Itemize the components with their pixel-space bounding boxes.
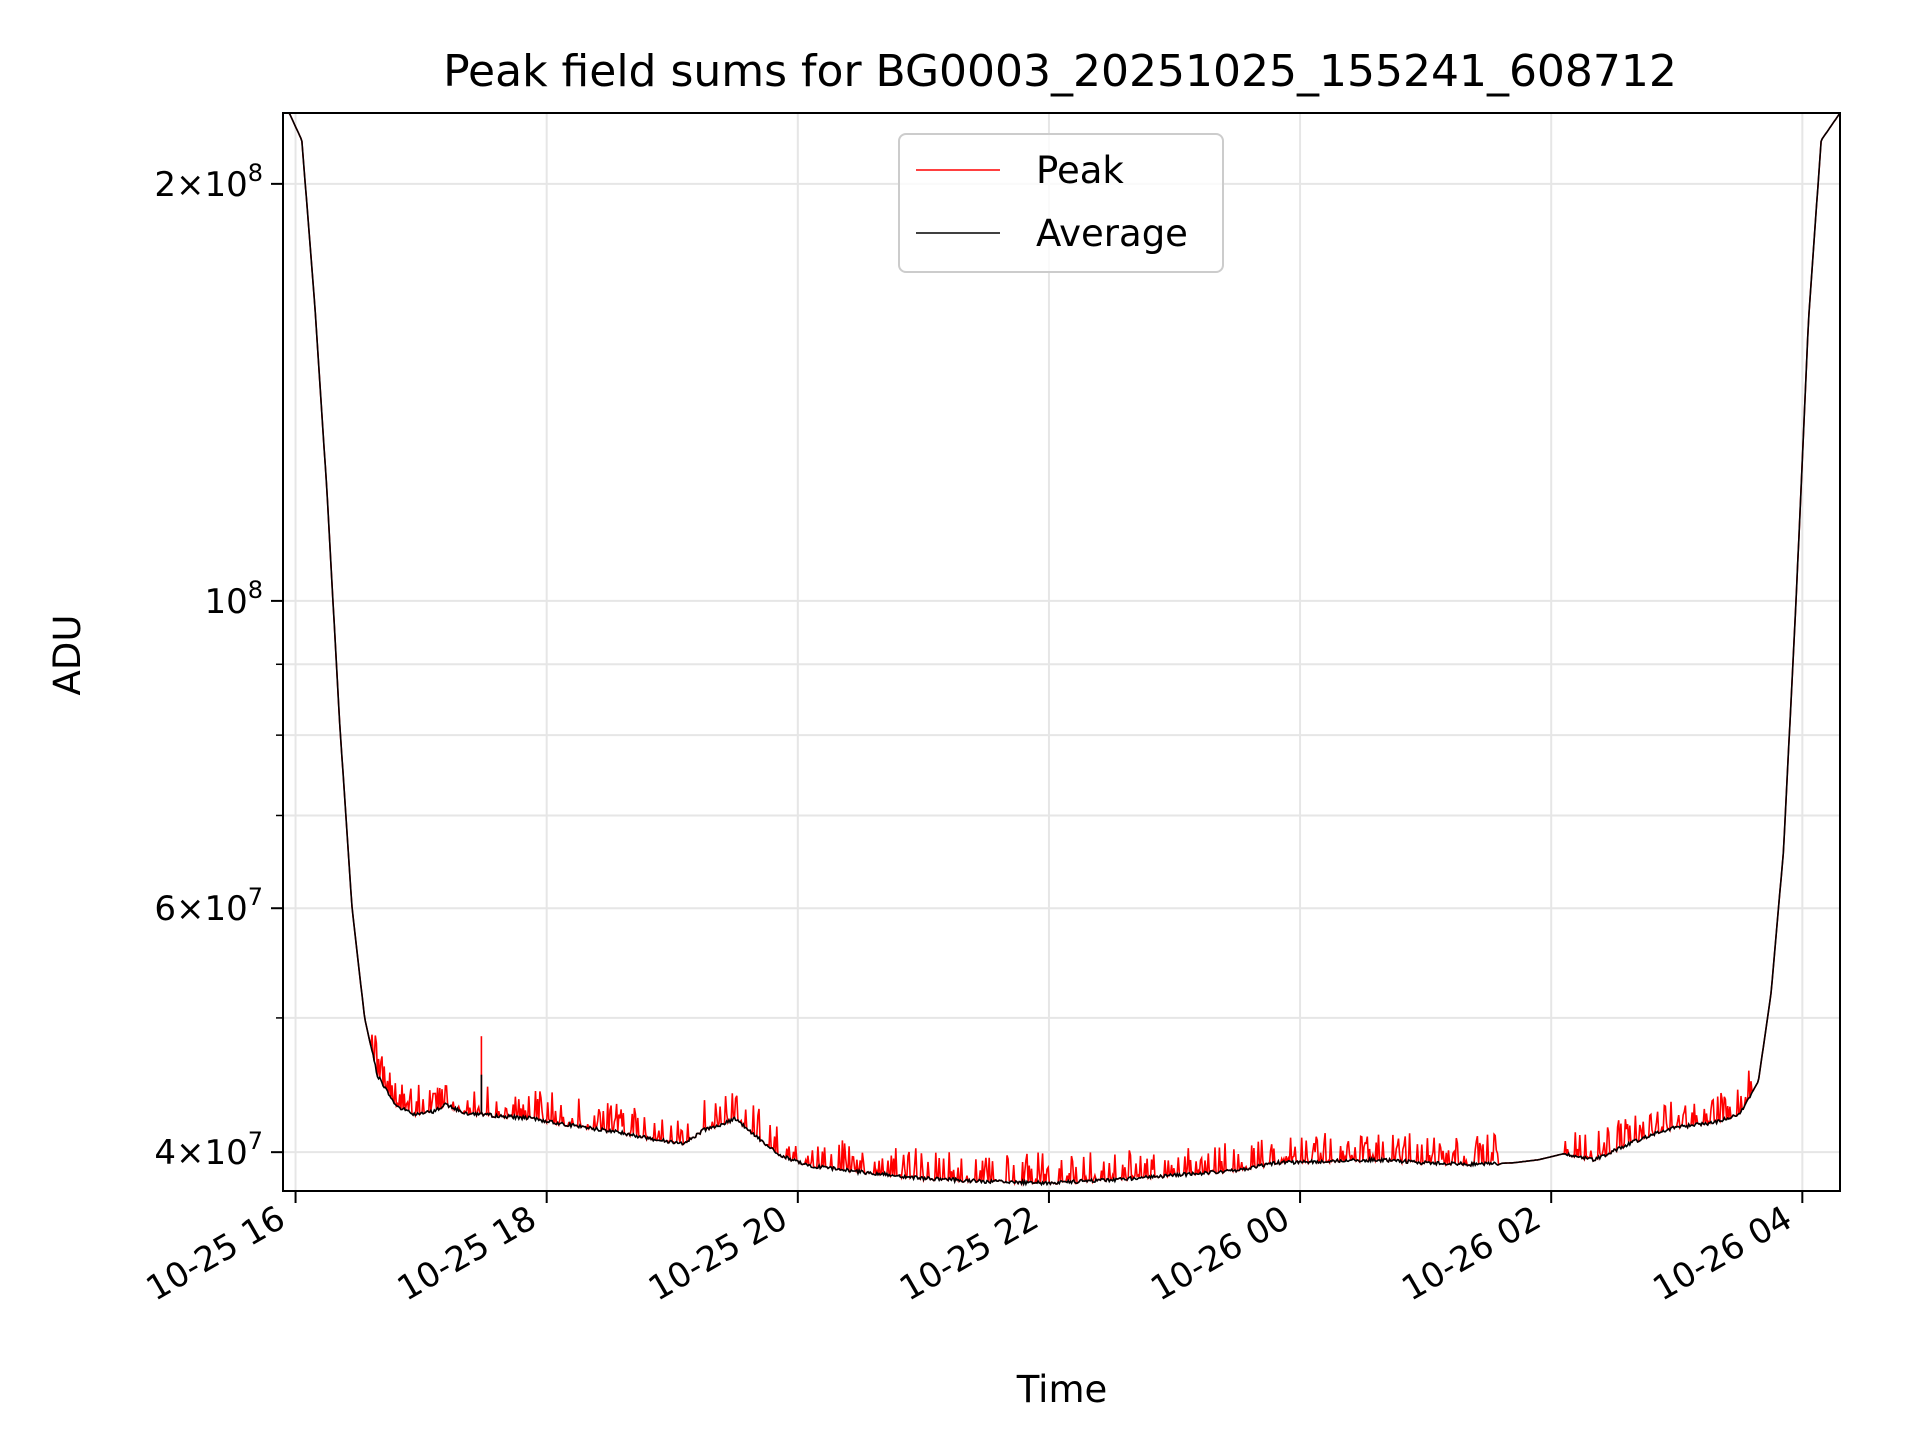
average-series-line — [283, 113, 1840, 1187]
x-axis-label: Time — [1016, 1368, 1108, 1411]
y-axis-label: ADU — [46, 615, 89, 696]
plot-frame — [282, 112, 1841, 1192]
y-tick-label: 4×107 — [154, 1127, 263, 1173]
chart-title: Peak field sums for BG0003_20251025_1552… — [443, 46, 1677, 97]
y-axis-ticks: 4×107 6×107 108 2×108 — [154, 159, 283, 1173]
y-tick-label: 2×108 — [154, 159, 263, 205]
y-tick-label: 108 — [204, 576, 263, 622]
y-tick-label: 6×107 — [154, 883, 263, 929]
legend-average-label: Average — [1036, 212, 1188, 255]
legend-peak-label: Peak — [1036, 149, 1124, 192]
legend-box — [898, 133, 1224, 273]
peak-series-line — [283, 113, 1840, 1187]
legend: Peak Average — [898, 133, 1224, 273]
